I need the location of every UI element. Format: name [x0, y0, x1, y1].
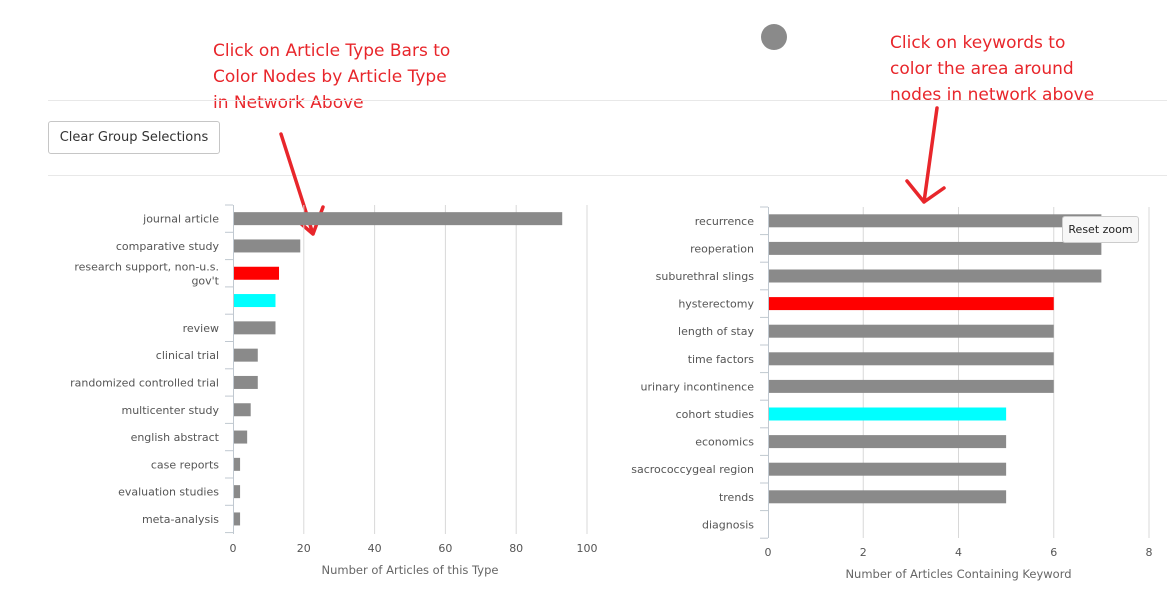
type-x-tick-label: 0 [230, 542, 237, 555]
type-bar[interactable] [234, 512, 241, 526]
type-category-label[interactable]: journal article [142, 213, 219, 226]
type-category-label[interactable]: multicenter study [121, 404, 219, 417]
keyword-category-label[interactable]: diagnosis [702, 518, 754, 531]
keyword-category-label[interactable]: cohort studies [676, 408, 755, 421]
keyword-category-label[interactable]: urinary incontinence [641, 380, 755, 393]
keyword-category-label[interactable]: time factors [688, 353, 755, 366]
type-category-label[interactable]: clinical trial [156, 349, 219, 362]
type-category-label[interactable]: randomized controlled trial [70, 376, 219, 389]
keyword-bar[interactable] [769, 352, 1054, 366]
type-category-label[interactable]: evaluation studies [118, 486, 219, 499]
keyword-x-axis-title: Number of Articles Containing Keyword [845, 567, 1071, 581]
keyword-bar[interactable] [769, 462, 1007, 476]
keyword-bar[interactable] [769, 435, 1007, 449]
arrow-right-icon [905, 106, 946, 204]
type-bar[interactable] [234, 212, 563, 226]
type-category-label[interactable]: review [183, 322, 219, 335]
type-category-label[interactable]: gov't [191, 274, 219, 287]
keyword-x-tick-label: 2 [860, 546, 867, 559]
type-x-tick-label: 100 [577, 542, 598, 555]
type-bar[interactable] [234, 321, 276, 335]
type-category-label[interactable]: meta-analysis [142, 513, 219, 526]
reset-zoom-button[interactable]: Reset zoom [1062, 216, 1139, 243]
type-bar[interactable] [234, 430, 248, 444]
type-bar[interactable] [234, 348, 258, 362]
keyword-bar[interactable] [769, 297, 1054, 311]
type-category-label[interactable]: comparative study [116, 240, 220, 253]
type-bar[interactable] [234, 485, 241, 499]
keyword-category-label[interactable]: recurrence [695, 215, 754, 228]
loading-dot-icon [761, 24, 787, 50]
keyword-bar[interactable] [769, 214, 1102, 228]
type-bar[interactable] [234, 266, 280, 280]
type-category-label[interactable]: case reports [151, 458, 219, 471]
type-category-label[interactable]: english abstract [131, 431, 220, 444]
keyword-category-label[interactable]: length of stay [678, 325, 754, 338]
type-x-tick-label: 60 [438, 542, 452, 555]
type-bar[interactable] [234, 375, 258, 389]
divider-bottom [48, 175, 1167, 176]
keyword-category-label[interactable]: hysterectomy [678, 298, 754, 311]
keyword-bar[interactable] [769, 269, 1102, 283]
keyword-x-tick-label: 4 [955, 546, 962, 559]
keyword-x-tick-label: 6 [1050, 546, 1057, 559]
annotation-left: Click on Article Type Bars to Color Node… [213, 41, 451, 113]
keyword-bar[interactable] [769, 324, 1054, 338]
keyword-x-tick-label: 8 [1146, 546, 1153, 559]
keyword-bar[interactable] [769, 241, 1102, 255]
type-x-axis-title: Number of Articles of this Type [322, 563, 499, 577]
keyword-category-label[interactable]: economics [695, 436, 754, 449]
type-bar[interactable] [234, 239, 301, 253]
keyword-category-label[interactable]: sacrococcygeal region [631, 463, 754, 476]
keyword-bar[interactable] [769, 407, 1007, 421]
type-x-tick-label: 20 [297, 542, 311, 555]
type-bar[interactable] [234, 403, 251, 417]
keyword-category-label[interactable]: reoperation [690, 242, 754, 255]
type-x-tick-label: 40 [368, 542, 382, 555]
type-category-label[interactable]: research support, non-u.s. [74, 260, 219, 273]
divider-top [48, 100, 1167, 101]
clear-group-selections-button[interactable]: Clear Group Selections [48, 121, 220, 154]
keyword-x-tick-label: 0 [765, 546, 772, 559]
type-x-tick-label: 80 [509, 542, 523, 555]
keyword-bar[interactable] [769, 379, 1054, 393]
keyword-category-label[interactable]: suburethral slings [656, 270, 755, 283]
type-bar[interactable] [234, 457, 241, 471]
keyword-bar[interactable] [769, 490, 1007, 504]
type-bar[interactable] [234, 294, 276, 308]
keyword-category-label[interactable]: trends [719, 491, 754, 504]
